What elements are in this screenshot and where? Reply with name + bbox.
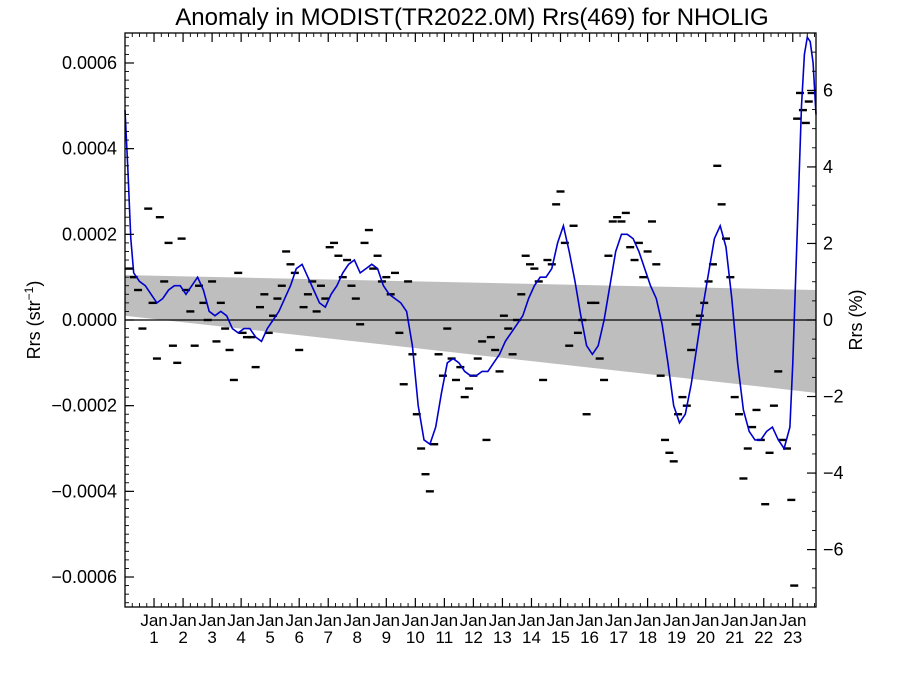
x-tick-year-label: 19 [667,628,686,647]
x-tick-year-label: 6 [294,628,303,647]
x-tick-year-label: 14 [522,628,541,647]
x-tick-month-label: Jan [315,611,342,630]
uncertainty-band [125,275,816,393]
y-left-tick-label: 0.0000 [62,310,117,330]
y-left-tick-label: 0.0002 [62,224,117,244]
y-axis-right-label: Rrs (%) [846,290,866,351]
x-tick-month-label: Jan [198,611,225,630]
x-tick-year-label: 8 [353,628,362,647]
y-axis-left-label-end: ) [24,281,44,287]
x-tick-month-label: Jan [576,611,603,630]
y-right-tick-label: −2 [823,387,844,407]
x-tick-year-label: 18 [638,628,657,647]
x-tick-month-label: Jan [692,611,719,630]
y-left-tick-label: −0.0006 [51,567,117,587]
data-points-layer [125,91,816,587]
y-axis-left-label: Rrs (str−1) [22,281,44,360]
x-tick-year-label: 4 [236,628,245,647]
x-tick-month-label: Jan [547,611,574,630]
x-tick-month-label: Jan [431,611,458,630]
y-axis-left-label-base: Rrs (str [24,300,44,359]
x-tick-month-label: Jan [518,611,545,630]
x-tick-year-label: 21 [725,628,744,647]
y-left-tick-label: −0.0004 [51,481,117,501]
x-tick-month-label: Jan [140,611,167,630]
x-tick-year-label: 12 [464,628,483,647]
x-tick-month-label: Jan [605,611,632,630]
y-right-tick-label: 6 [823,80,833,100]
x-tick-month-label: Jan [344,611,371,630]
x-tick-month-label: Jan [721,611,748,630]
uncertainty-band-layer [125,275,816,393]
x-tick-month-label: Jan [460,611,487,630]
x-tick-year-label: 13 [493,628,512,647]
x-tick-year-label: 22 [754,628,773,647]
x-tick-year-label: 1 [149,628,158,647]
x-tick-month-label: Jan [169,611,196,630]
y-right-tick-label: −4 [823,463,844,483]
y-right-tick-label: −6 [823,540,844,560]
x-tick-month-label: Jan [373,611,400,630]
x-tick-year-label: 3 [207,628,216,647]
y-left-tick-label: 0.0006 [62,53,117,73]
x-tick-month-label: Jan [779,611,806,630]
smooth-line [124,35,817,451]
smooth-line-layer [124,35,817,451]
axis-ticks-layer: 0.0006 0.0004 0.0002 0.0000 −0.0002 −0.0004 −0… [51,32,844,647]
y-right-tick-label: 4 [823,157,833,177]
x-tick-year-label: 23 [783,628,802,647]
x-tick-year-label: 2 [178,628,187,647]
x-tick-month-label: Jan [489,611,516,630]
x-tick-year-label: 15 [551,628,570,647]
y-left-tick-label: −0.0002 [51,396,117,416]
x-tick-month-label: Jan [634,611,661,630]
x-tick-year-label: 17 [609,628,628,647]
x-tick-year-label: 9 [382,628,391,647]
x-tick-month-label: Jan [285,611,312,630]
x-tick-month-label: Jan [256,611,283,630]
x-tick-year-label: 7 [324,628,333,647]
x-tick-month-label: Jan [227,611,254,630]
x-tick-year-label: 5 [265,628,274,647]
x-tick-year-label: 16 [580,628,599,647]
x-tick-year-label: 10 [406,628,425,647]
x-tick-month-label: Jan [402,611,429,630]
x-tick-year-label: 20 [696,628,715,647]
chart-title: Anomaly in MODIST(TR2022.0M) Rrs(469) fo… [175,4,768,31]
y-axis-left-label-superscript: −1 [22,286,36,300]
x-tick-year-label: 11 [436,628,454,647]
x-tick-month-label: Jan [663,611,690,630]
y-right-tick-label: 0 [823,310,833,330]
y-left-tick-label: 0.0004 [62,139,117,159]
x-tick-month-label: Jan [750,611,777,630]
y-right-tick-label: 2 [823,233,833,253]
